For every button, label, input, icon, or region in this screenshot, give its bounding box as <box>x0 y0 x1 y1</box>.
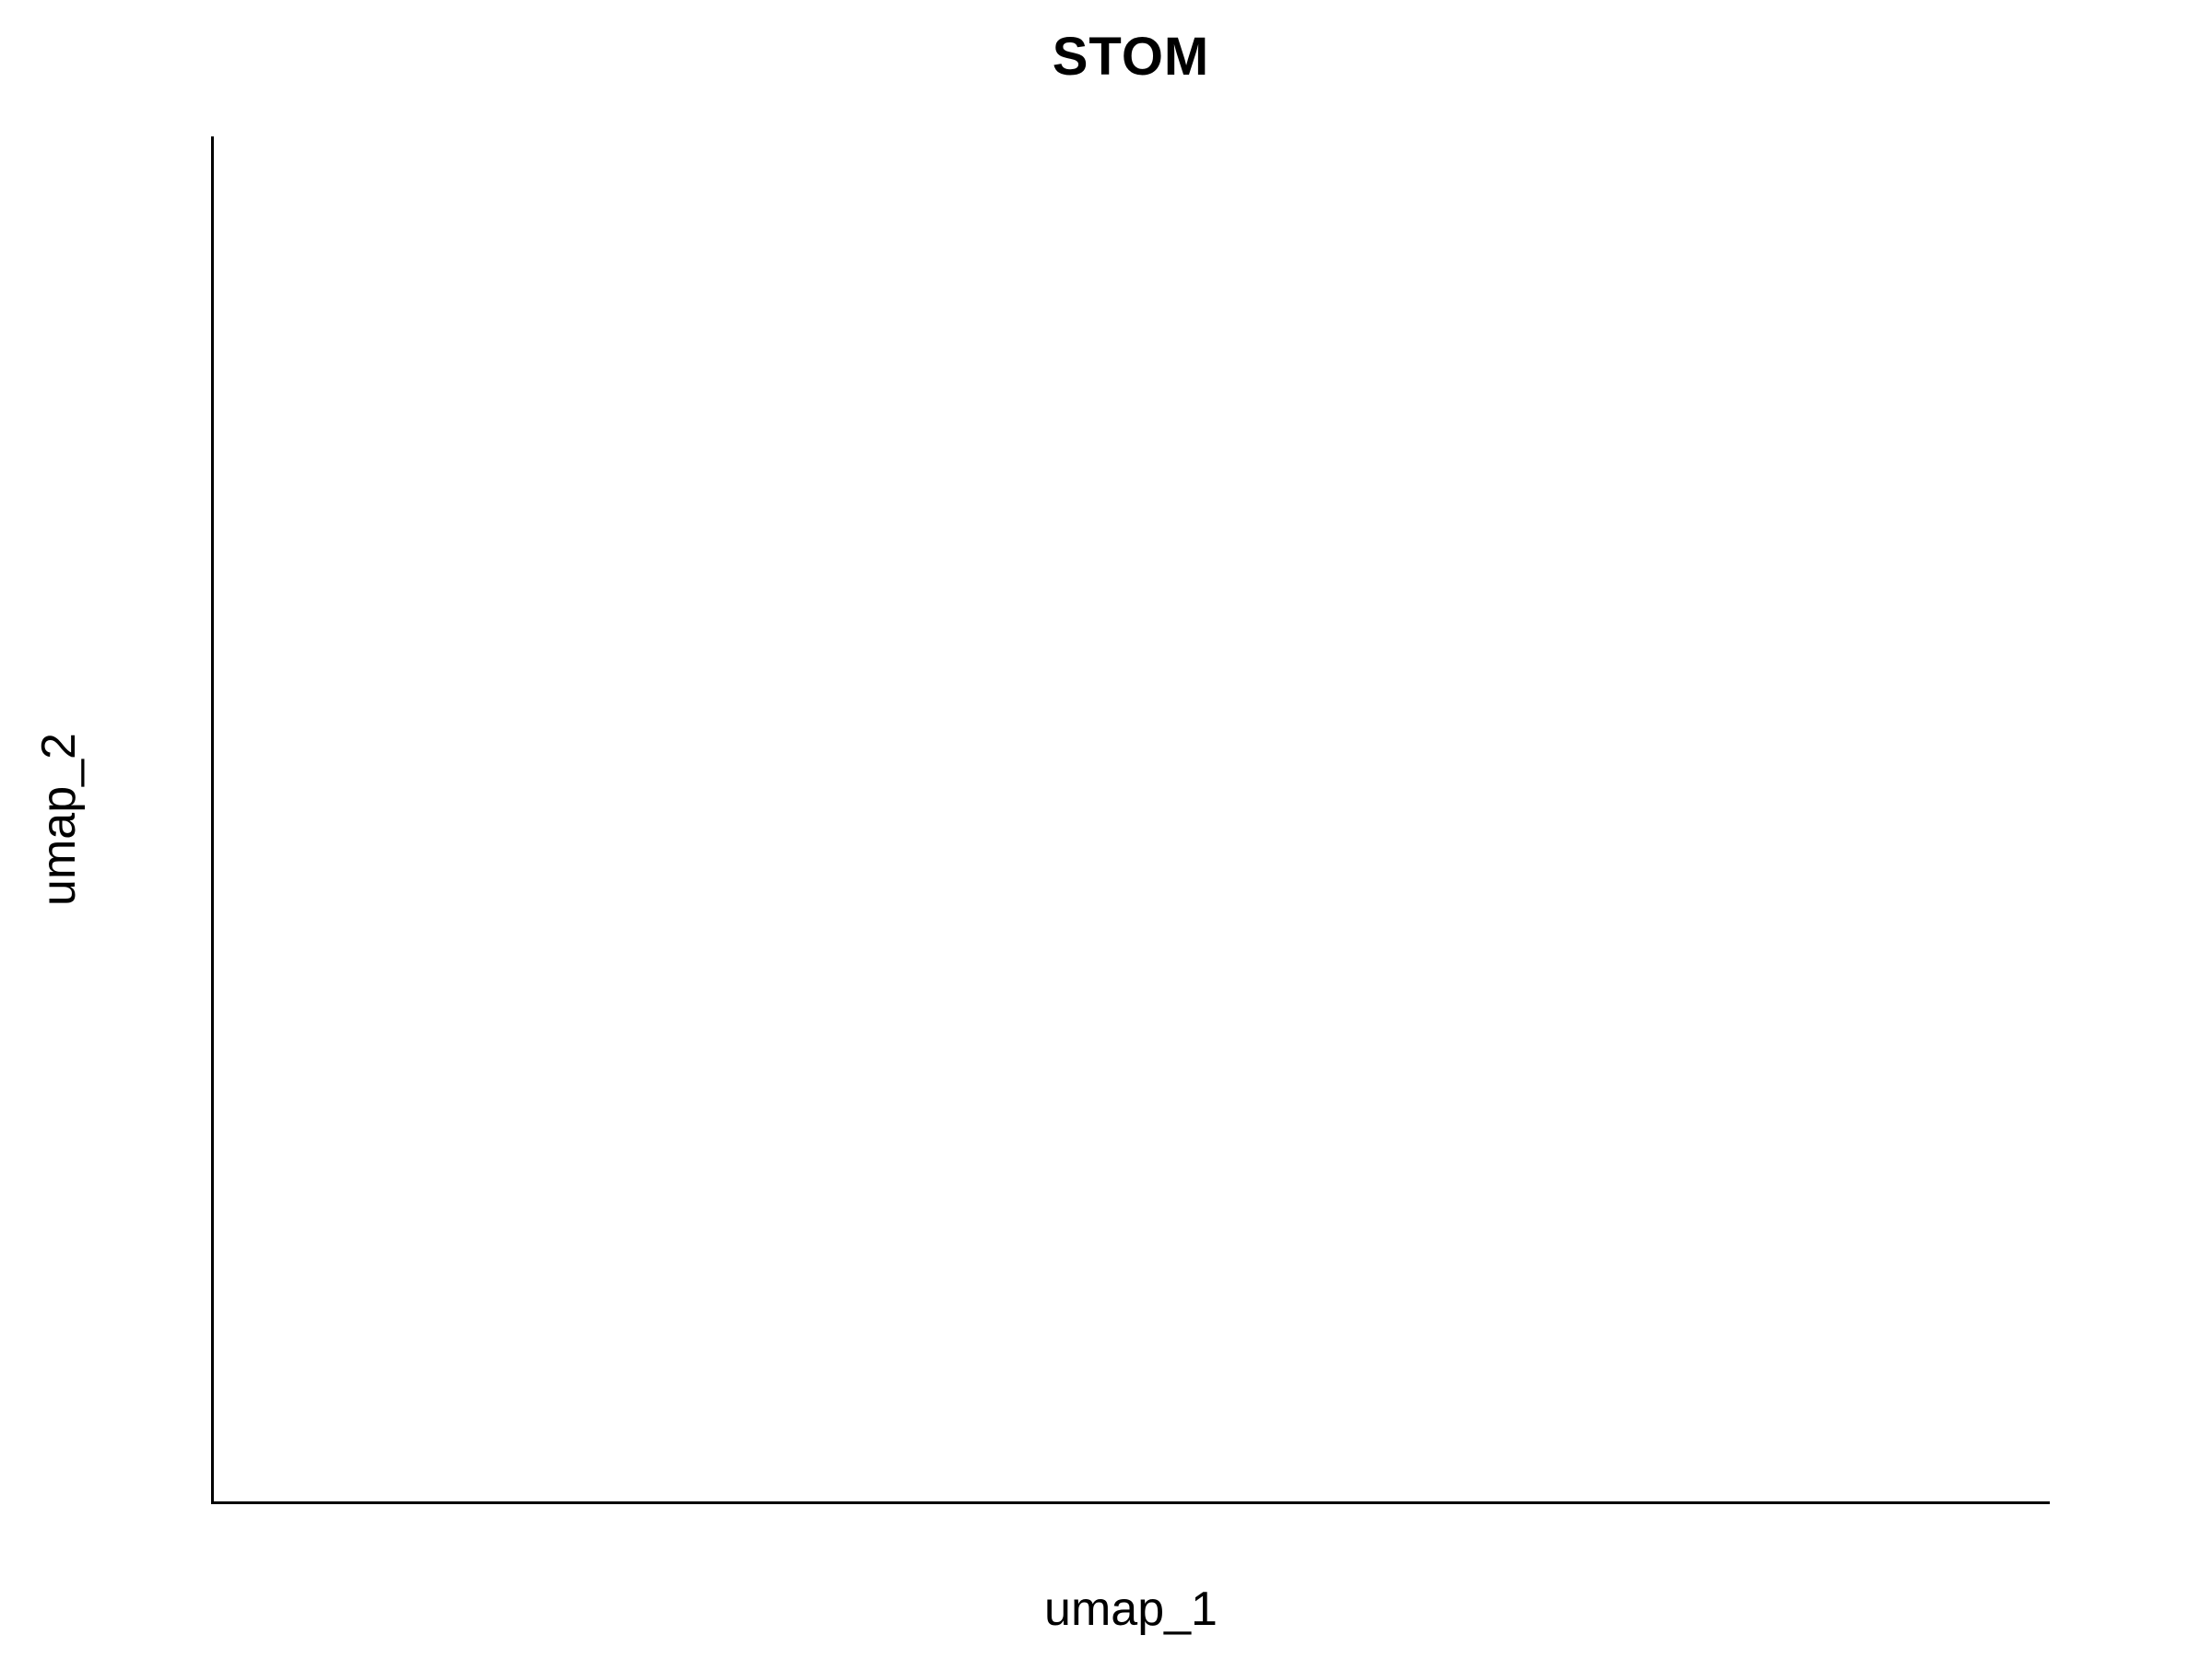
expression-colorbar <box>2081 662 2131 982</box>
y-axis-title: umap_2 <box>32 733 86 906</box>
x-axis-title: umap_1 <box>1044 1583 1218 1636</box>
plot-title: STOM <box>1052 27 1210 87</box>
x-axis-line <box>211 1501 2050 1504</box>
y-axis-line <box>211 136 214 1504</box>
